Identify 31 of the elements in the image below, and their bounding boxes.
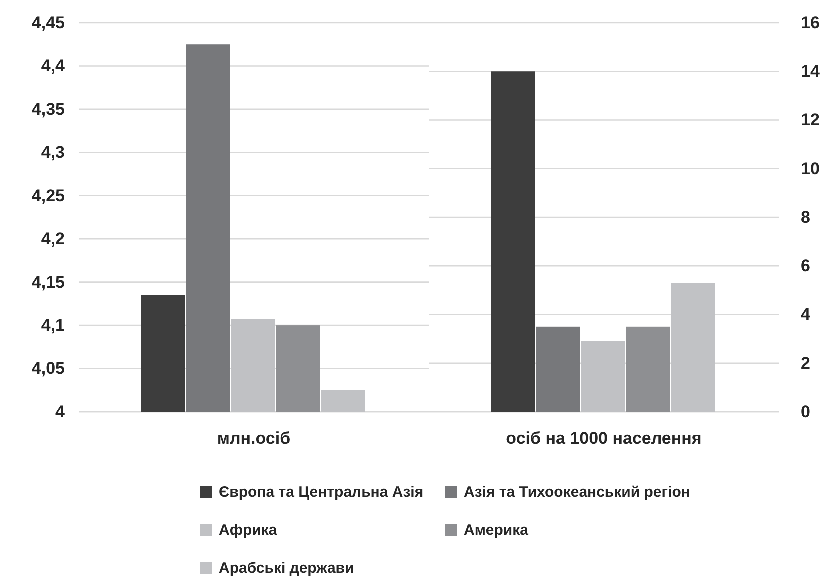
bar (626, 326, 670, 412)
legend-label: Африка (219, 522, 278, 539)
y-tick-label: 12 (801, 110, 820, 130)
bar (536, 326, 580, 412)
y-tick-label: 0 (801, 402, 810, 422)
y-tick-label: 4,1 (41, 316, 65, 335)
y-tick-label: 4,2 (41, 230, 65, 249)
y-tick-label: 4 (801, 305, 811, 324)
bar (492, 72, 536, 412)
x-tick-label: млн.осіб (217, 429, 291, 448)
y-tick-label: 2 (801, 354, 810, 373)
legend-label: Європа та Центральна Азія (219, 484, 424, 501)
y-tick-label: 4,25 (32, 186, 65, 206)
y-tick-label: 4,4 (41, 56, 66, 76)
y-tick-label: 14 (801, 62, 820, 82)
y-tick-label: 6 (801, 256, 810, 276)
legend-label: Азія та Тихоокеанський регіон (464, 484, 690, 501)
y-tick-label: 4,35 (32, 100, 65, 119)
y-tick-label: 4,15 (32, 272, 65, 292)
bar (582, 341, 626, 412)
y-tick-label: 4,05 (32, 359, 65, 378)
y-tick-label: 10 (801, 159, 820, 178)
legend-label: Америка (464, 522, 530, 539)
legend-label: Арабські держави (219, 560, 354, 577)
y-tick-label: 4,3 (41, 143, 65, 162)
bar (672, 283, 716, 412)
x-tick-label: осіб на 1000 населення (506, 429, 702, 448)
y-tick-label: 4,45 (32, 13, 65, 32)
y-tick-label: 8 (801, 208, 810, 227)
y-tick-label: 16 (801, 13, 820, 32)
y-tick-label: 4 (56, 402, 66, 422)
